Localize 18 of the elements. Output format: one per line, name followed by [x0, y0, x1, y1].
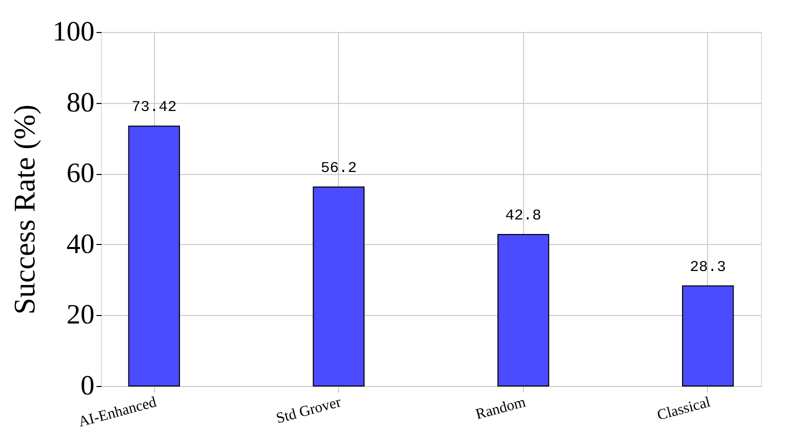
y-tick-label: 20 [66, 300, 94, 331]
y-tick-label: 100 [52, 16, 94, 48]
bar [682, 285, 734, 386]
bar [128, 126, 180, 386]
y-tick-label: 80 [66, 87, 94, 118]
bar [497, 234, 550, 386]
data-label: 28.3 [690, 258, 726, 276]
y-tick-label: 60 [66, 158, 94, 190]
data-label: 73.42 [132, 99, 177, 116]
y-tick-label: 40 [66, 228, 94, 260]
x-tick-label: Classical [656, 394, 712, 424]
y-axis-title: Success Rate (%) [8, 104, 42, 314]
x-tick-label: Std Grover [274, 394, 343, 428]
x-tick-label: Random [474, 394, 528, 424]
y-tick-label: 0 [80, 370, 94, 402]
data-label: 56.2 [320, 160, 357, 178]
data-label: 42.8 [505, 207, 542, 224]
bar [312, 186, 365, 386]
